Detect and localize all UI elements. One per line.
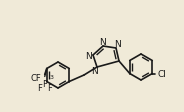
- Text: F: F: [42, 80, 47, 89]
- Text: 3: 3: [49, 74, 53, 79]
- Text: N: N: [85, 52, 92, 60]
- Text: N: N: [91, 66, 97, 75]
- Text: Cl: Cl: [157, 69, 166, 78]
- Text: N: N: [114, 40, 121, 49]
- Text: F: F: [47, 84, 52, 93]
- Text: F: F: [37, 84, 42, 93]
- Text: CF: CF: [31, 73, 42, 82]
- Text: N: N: [99, 38, 105, 47]
